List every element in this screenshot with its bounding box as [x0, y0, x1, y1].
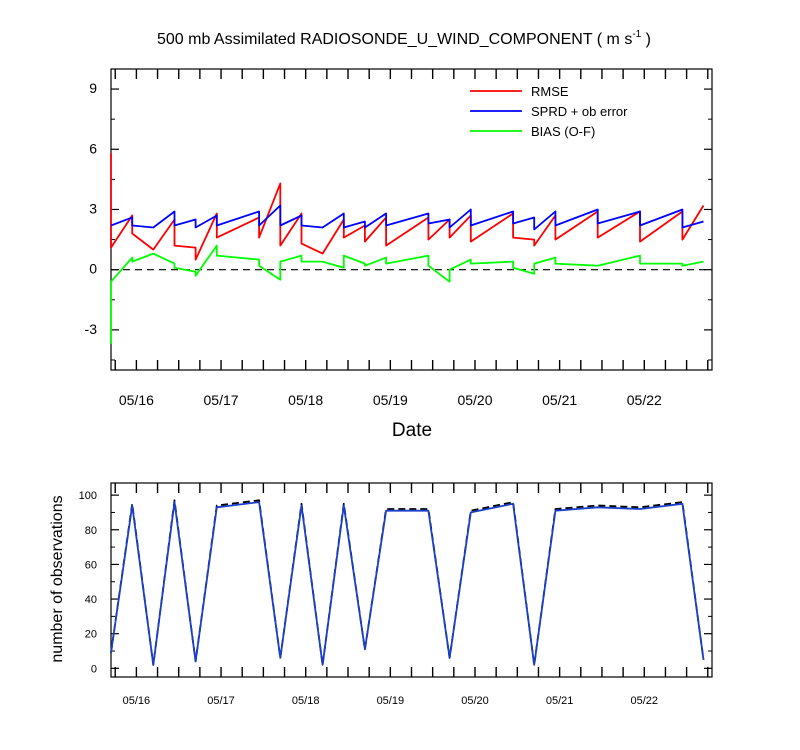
bottom-plot: 0 20 40 60 80 100 05/16 05/17 05/18 05/19 05/20 05/… — [49, 482, 713, 707]
x-tick-label: 05/17 — [207, 695, 235, 707]
x-tick-label: 05/16 — [119, 392, 154, 408]
y-tick-label: 6 — [89, 140, 97, 156]
x-tick-label: 05/20 — [461, 695, 489, 707]
y-tick-label: 100 — [79, 490, 97, 502]
bottom-y-axis-label: number of observations — [49, 495, 66, 662]
bottom-series-lines — [110, 499, 705, 666]
legend-rmse-label: RMSE — [531, 84, 569, 99]
x-tick-label: 05/22 — [631, 695, 659, 707]
x-tick-label: 05/16 — [123, 695, 151, 707]
series-line-bias-o-f — [110, 244, 704, 344]
series-line-sprd-ob-error — [110, 204, 704, 231]
series-line-rmse — [110, 153, 705, 261]
title-end: ) — [641, 31, 651, 48]
x-tick-label: 05/19 — [377, 695, 405, 707]
y-tick-label: 20 — [85, 629, 97, 641]
x-tick-label: 05/21 — [542, 392, 577, 408]
top-plot: -3 0 3 6 9 05/16 05/17 05/18 05/19 05/20 05/21 05/2… — [85, 68, 713, 441]
y-tick-label: 60 — [85, 559, 97, 571]
x-tick-label: 05/19 — [373, 392, 408, 408]
top-axis-ticks: -3 0 3 6 9 05/16 05/17 05/18 05/19 05/20 05/21 05/2… — [85, 69, 712, 408]
top-x-axis-label: Date — [392, 420, 432, 441]
bottom-plot-frame — [110, 482, 713, 678]
y-tick-label: 9 — [89, 80, 97, 96]
x-tick-label: 05/17 — [204, 392, 239, 408]
y-tick-label: 0 — [91, 663, 97, 675]
y-tick-label: 3 — [89, 200, 97, 216]
legend-sprd-label: SPRD + ob error — [531, 104, 628, 119]
legend-bias-label: BIAS (O-F) — [531, 124, 595, 139]
top-series-lines — [110, 153, 705, 344]
series-line-possible — [110, 499, 705, 666]
bottom-axis-ticks: 0 20 40 60 80 100 05/16 05/17 05/18 05/19 05/20 05/… — [79, 483, 712, 707]
title-main: 500 mb Assimilated RADIOSONDE_U_WIND_COM… — [157, 31, 632, 48]
y-tick-label: -3 — [85, 321, 98, 337]
title-superscript: -1 — [632, 29, 641, 40]
series-line-assimilated — [110, 501, 705, 666]
x-tick-label: 05/22 — [627, 392, 662, 408]
x-tick-label: 05/20 — [457, 392, 492, 408]
x-tick-label: 05/18 — [288, 392, 323, 408]
x-tick-label: 05/21 — [546, 695, 574, 707]
legend: RMSE SPRD + ob error BIAS (O-F) — [470, 84, 628, 139]
y-tick-label: 0 — [89, 261, 97, 277]
x-tick-label: 05/18 — [292, 695, 320, 707]
y-tick-label: 40 — [85, 594, 97, 606]
y-tick-label: 80 — [85, 525, 97, 537]
top-chart-title: 500 mb Assimilated RADIOSONDE_U_WIND_COM… — [157, 29, 651, 48]
